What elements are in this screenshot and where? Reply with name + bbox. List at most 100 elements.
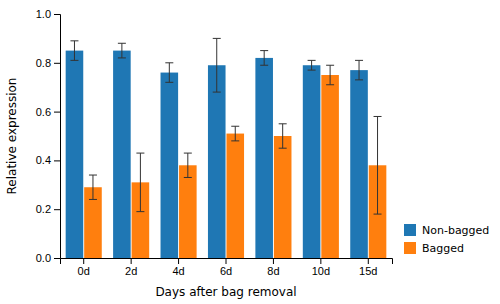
error-bar-cap	[165, 82, 173, 83]
error-bar	[279, 124, 287, 148]
error-bar-stem	[92, 175, 93, 199]
error-bar-cap	[118, 57, 126, 58]
error-bar	[326, 65, 334, 85]
error-bar-cap	[231, 126, 239, 127]
y-tick-mark	[54, 209, 60, 210]
bar	[274, 136, 292, 258]
error-bar	[308, 60, 316, 70]
y-tick-label: 0.6	[36, 106, 51, 118]
x-tick-mark	[226, 258, 227, 264]
error-bar-cap	[260, 65, 268, 66]
error-bar-cap	[70, 40, 78, 41]
legend-swatch	[404, 224, 416, 236]
error-bar-cap	[184, 177, 192, 178]
error-bar-cap	[374, 214, 382, 215]
error-bar-cap	[118, 43, 126, 44]
error-bar-cap	[213, 92, 221, 93]
x-tick: 8d	[267, 258, 279, 277]
x-tick: 0d	[78, 258, 90, 277]
bar	[321, 75, 339, 258]
y-axis-line	[54, 15, 61, 259]
y-tick: 0.4	[36, 154, 60, 166]
error-bar	[374, 116, 382, 214]
bar	[208, 65, 226, 258]
bar	[255, 58, 273, 258]
error-bar-cap	[213, 38, 221, 39]
error-bar-cap	[279, 123, 287, 124]
y-tick-label: 0.0	[36, 252, 51, 264]
x-tick-mark	[131, 258, 132, 264]
legend-label: Non-bagged	[422, 224, 489, 237]
error-bar-cap	[355, 79, 363, 80]
y-tick-label: 0.4	[36, 154, 51, 166]
y-tick-mark	[54, 258, 60, 259]
x-tick-mark	[178, 258, 179, 264]
error-bar	[118, 43, 126, 58]
error-bar-stem	[74, 41, 75, 61]
chart-container: 0.00.20.40.60.81.00d2d4d6d8d10d15dDays a…	[0, 0, 500, 304]
legend: Non-bagged Bagged	[404, 224, 489, 255]
bar	[179, 165, 197, 258]
error-bar-cap	[374, 116, 382, 117]
legend-item: Non-bagged	[404, 224, 489, 237]
error-bar-stem	[140, 153, 141, 212]
bar	[161, 73, 179, 258]
error-bar-cap	[184, 153, 192, 154]
bar-series	[84, 65, 386, 258]
bar	[350, 70, 368, 258]
error-bar-stem	[235, 126, 236, 141]
y-tick: 0.0	[36, 252, 60, 264]
error-bar-cap	[326, 65, 334, 66]
bars-group	[66, 38, 387, 258]
x-tick-mark	[273, 258, 274, 264]
error-bar	[231, 126, 239, 141]
error-bar	[184, 153, 192, 177]
error-bar-cap	[70, 60, 78, 61]
y-tick: 0.2	[36, 203, 60, 215]
y-tick-label: 0.8	[36, 57, 51, 69]
error-bar-stem	[282, 124, 283, 148]
error-bar-cap	[308, 60, 316, 61]
x-tick: 6d	[220, 258, 232, 277]
error-bar-cap	[136, 153, 144, 154]
error-bar-stem	[121, 43, 122, 58]
error-bar	[260, 51, 268, 66]
y-tick-label: 1.0	[36, 8, 51, 20]
error-bar-stem	[187, 153, 188, 177]
error-bar-stem	[216, 38, 217, 92]
x-tick-label: 15d	[359, 265, 377, 277]
error-bar	[136, 153, 144, 212]
error-bar-cap	[231, 140, 239, 141]
error-bar-cap	[326, 84, 334, 85]
x-tick: 2d	[125, 258, 137, 277]
y-axis-title: Relative expression	[5, 78, 19, 195]
error-bar	[165, 63, 173, 83]
x-tick-label: 8d	[267, 265, 279, 277]
x-tick-mark	[320, 258, 321, 264]
bar-series	[66, 38, 368, 258]
x-tick: 15d	[359, 258, 377, 277]
error-bar-cap	[89, 199, 97, 200]
legend-label: Bagged	[422, 242, 464, 255]
bar	[113, 51, 131, 258]
x-tick: 10d	[312, 258, 330, 277]
legend-swatch	[404, 242, 416, 254]
chart-svg: 0.00.20.40.60.81.00d2d4d6d8d10d15dDays a…	[0, 0, 500, 304]
x-tick-mark	[368, 258, 369, 264]
y-tick-mark	[54, 112, 60, 113]
y-tick-mark	[54, 63, 60, 64]
legend-item: Bagged	[404, 242, 464, 255]
error-bar-stem	[169, 63, 170, 83]
x-axis-title: Days after bag removal	[155, 285, 296, 299]
x-tick-label: 0d	[78, 265, 90, 277]
error-bar-cap	[89, 175, 97, 176]
error-bar-cap	[355, 60, 363, 61]
error-bar-cap	[136, 211, 144, 212]
y-tick-mark	[54, 160, 60, 161]
plot-area: 0.00.20.40.60.81.00d2d4d6d8d10d15d	[36, 8, 393, 277]
y-tick-mark	[54, 14, 60, 15]
error-bar-stem	[311, 60, 312, 70]
error-bar-cap	[260, 50, 268, 51]
x-tick-mark	[83, 258, 84, 264]
y-tick: 0.6	[36, 106, 60, 118]
